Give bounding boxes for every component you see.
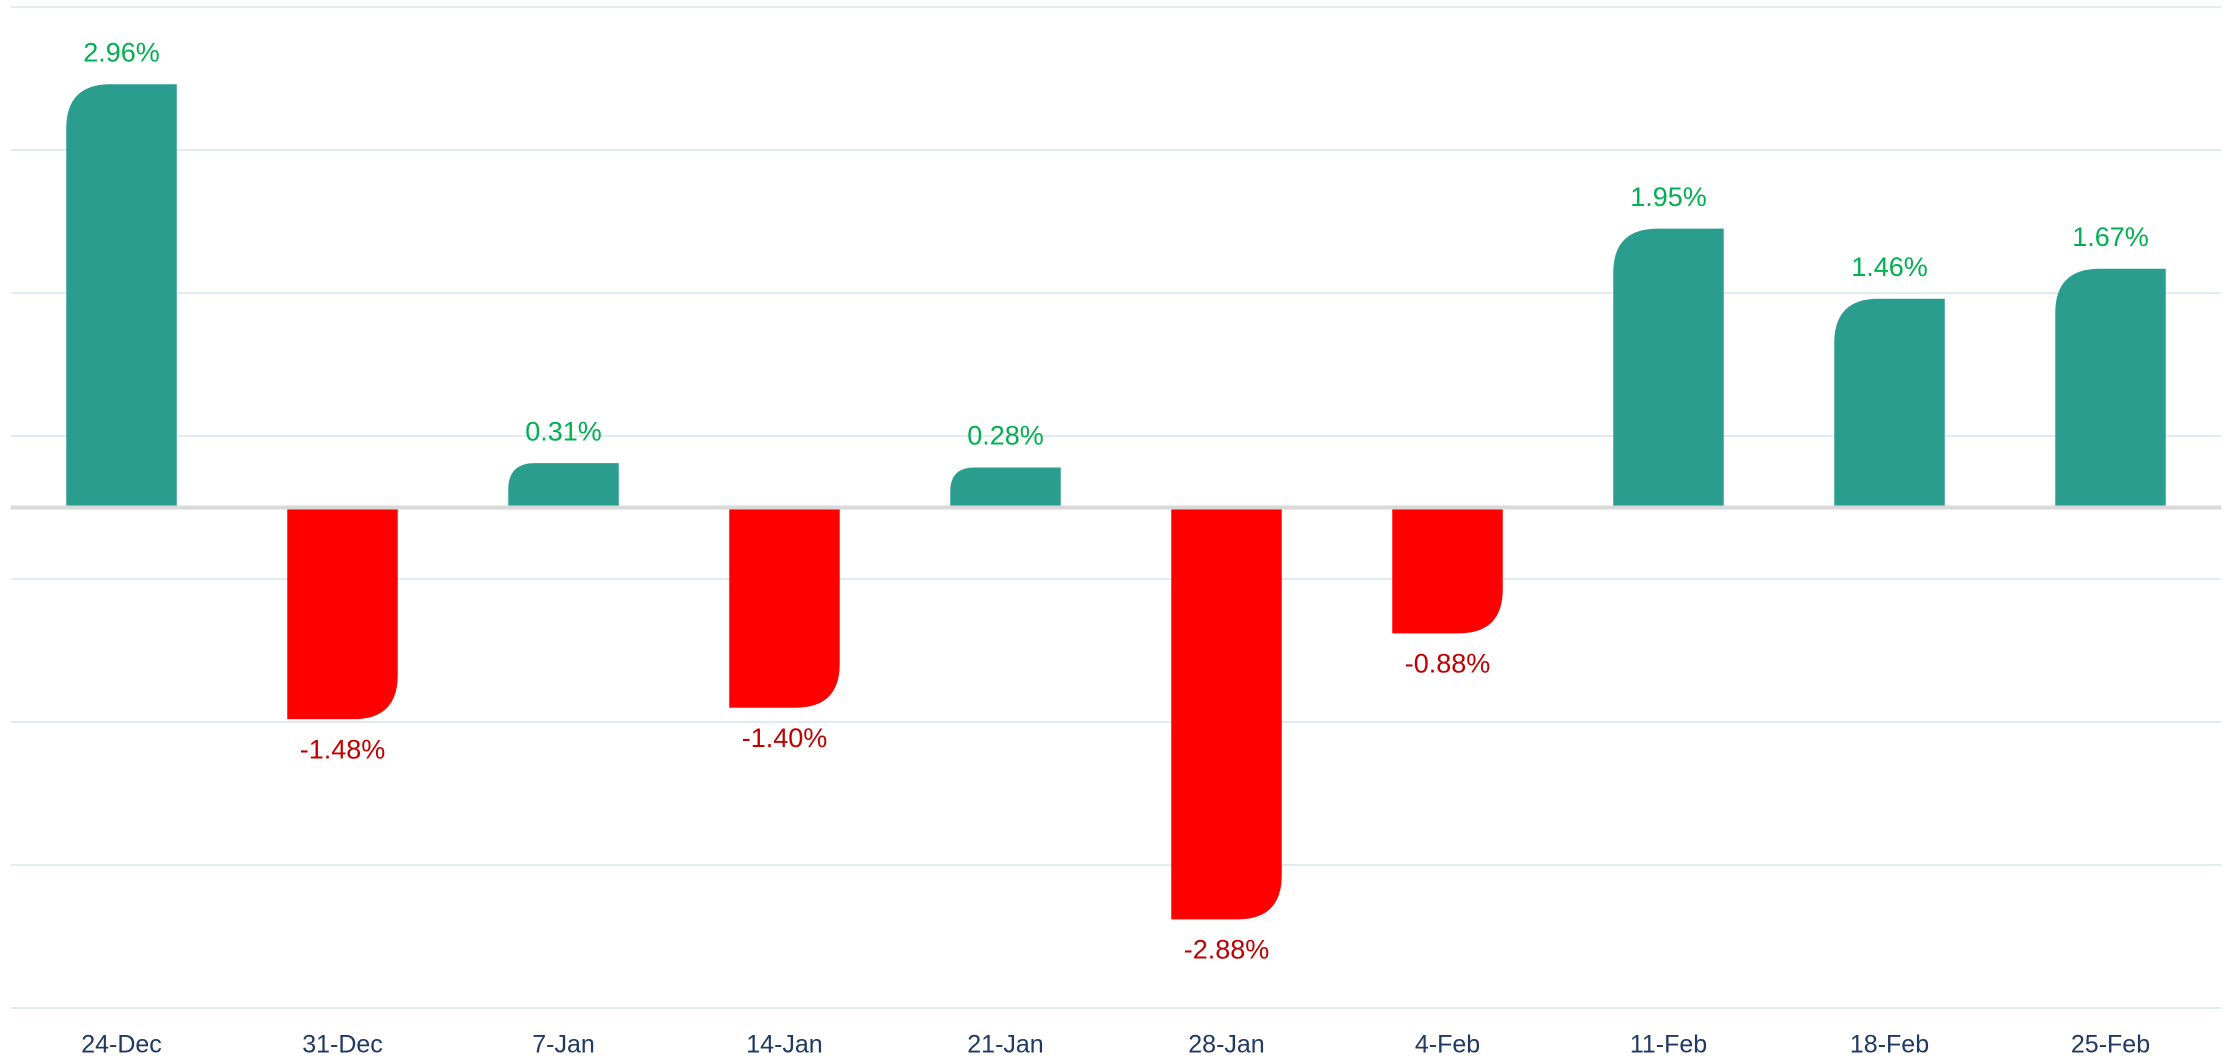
bar	[1171, 507, 1282, 920]
data-label: -1.48%	[300, 734, 386, 764]
data-label: 0.28%	[967, 421, 1044, 451]
bar	[1613, 228, 1724, 508]
data-label: 1.95%	[1630, 182, 1707, 212]
bar	[2055, 268, 2166, 508]
bar	[287, 507, 398, 720]
x-tick-label: 31-Dec	[302, 1031, 383, 1059]
data-label: 1.46%	[1851, 252, 1928, 282]
x-tick-label: 11-Feb	[1630, 1031, 1707, 1059]
data-label: 0.31%	[525, 416, 602, 446]
data-label: -1.40%	[742, 723, 828, 753]
data-label: -0.88%	[1405, 648, 1491, 678]
x-tick-label: 4-Feb	[1415, 1031, 1480, 1059]
data-label: -2.88%	[1184, 934, 1270, 964]
x-tick-label: 24-Dec	[81, 1031, 162, 1059]
data-label: 2.96%	[83, 37, 160, 67]
x-tick-label: 25-Feb	[2071, 1031, 2150, 1059]
x-tick-label: 28-Jan	[1188, 1031, 1264, 1059]
bar	[508, 463, 619, 508]
data-label: 1.67%	[2072, 222, 2149, 252]
bar	[1834, 298, 1945, 508]
bar	[66, 84, 177, 508]
x-tick-label: 18-Feb	[1850, 1031, 1929, 1059]
bar	[1392, 507, 1503, 634]
x-tick-label: 14-Jan	[746, 1031, 822, 1059]
x-tick-label: 21-Jan	[967, 1031, 1043, 1059]
bar	[729, 507, 840, 708]
bar	[950, 467, 1061, 508]
x-tick-label: 7-Jan	[532, 1031, 595, 1059]
